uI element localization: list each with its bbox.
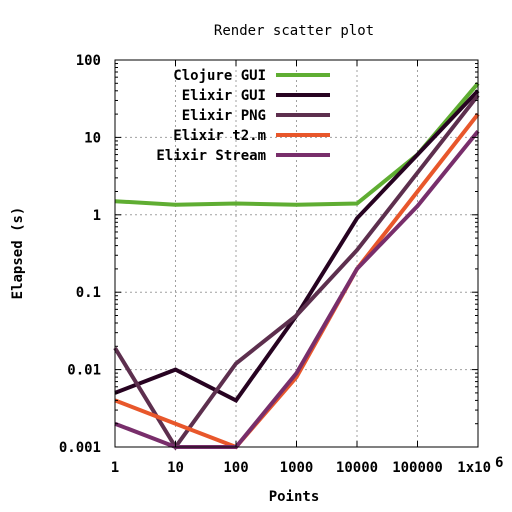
series-line-elixir-t2-m [114,112,480,450]
y-axis-label: Elapsed (s) [10,207,26,300]
legend-label-elixir-stream: Elixir Stream [156,148,266,164]
x-tick-label: 1000 [280,460,314,476]
ticks: 1 10 100 1000 10000 100000 1x10 6 0.001 0.01 0.1 1 1… [59,53,504,476]
legend-label-elixir-png: Elixir PNG [182,108,266,124]
grid [115,60,478,447]
legend-label-elixir-t2-m: Elixir t2.m [173,128,266,144]
y-tick-label: 1 [93,208,101,224]
x-tick-label: 1 [111,460,119,476]
series-layer [113,82,480,451]
y-tick-label: 10 [84,130,101,146]
legend-label-clojure-gui: Clojure GUI [173,68,266,84]
y-tick-label: 0.001 [59,440,101,456]
y-tick-label: 0.1 [76,285,101,301]
x-tick-label: 10000 [336,460,378,476]
legend: Clojure GUI Elixir GUI Elixir PNG Elixir t2… [156,68,330,164]
x-tick-label: 100 [223,460,248,476]
x-axis-label: Points [269,489,320,505]
x-tick-label: 10 [167,460,184,476]
plot-frame [114,59,479,448]
series-line-elixir-stream [114,130,480,449]
chart-title: Render scatter plot [214,23,374,39]
x-tick-label: 1x10 [457,460,491,476]
y-tick-label: 0.01 [67,363,101,379]
legend-label-elixir-gui: Elixir GUI [182,88,266,104]
y-tick-label: 100 [76,53,101,69]
x-tick-exponent: 6 [495,455,503,471]
x-tick-label: 100000 [392,460,443,476]
